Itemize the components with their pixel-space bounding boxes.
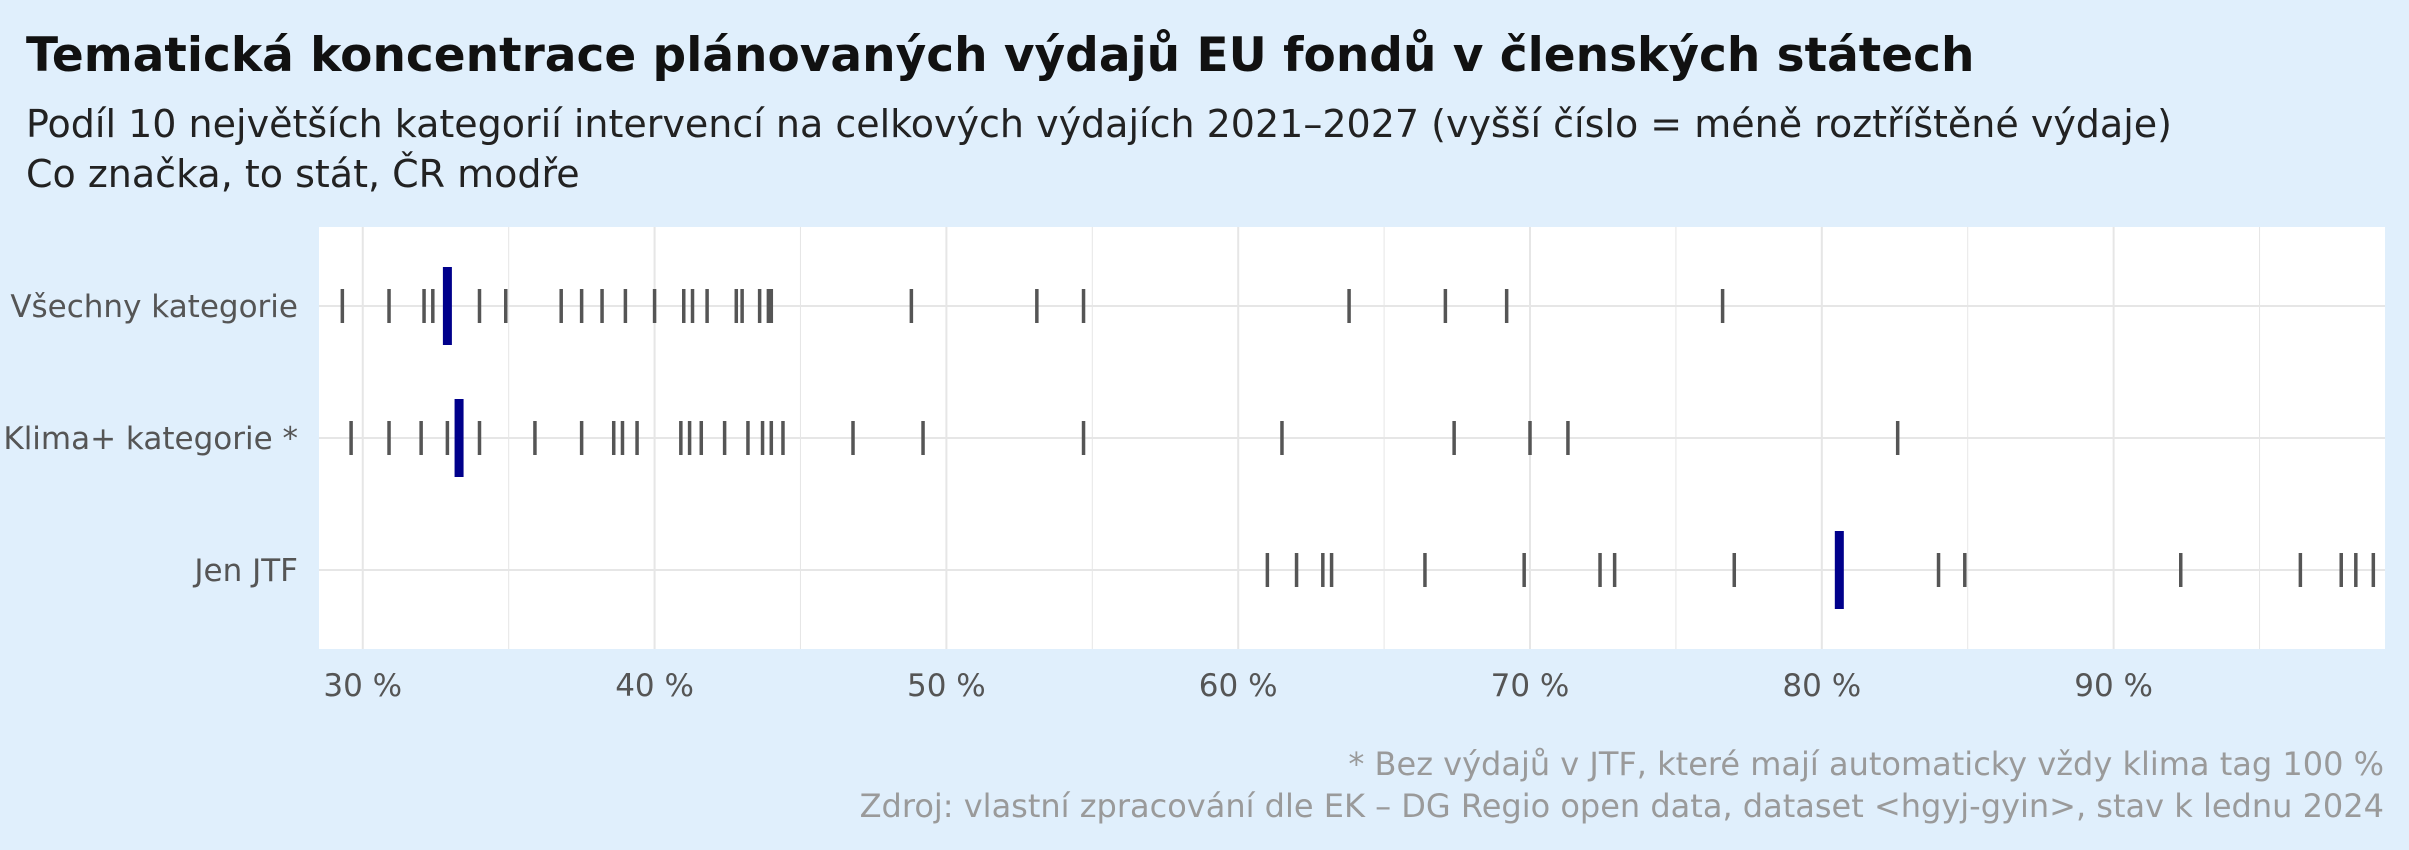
x-axis-labels: 30 % 40 % 50 % 60 % 70 % 80 % 90 % (323, 668, 2153, 704)
x-tick-label: 90 % (2074, 668, 2153, 704)
x-tick-label: 70 % (1491, 668, 1570, 704)
chart-title: Tematická koncentrace plánovaných výdajů… (26, 28, 1975, 83)
x-tick-label: 80 % (1782, 668, 1861, 704)
chart-subtitle: Podíl 10 největších kategorií intervencí… (26, 102, 2172, 146)
x-tick-label: 50 % (907, 668, 986, 704)
y-tick-label: Jen JTF (192, 553, 298, 589)
y-tick-label: Všechny kategorie (10, 289, 298, 325)
footnote: * Bez výdajů v JTF, které mají automatic… (1348, 745, 2384, 783)
y-tick-label: Klima+ kategorie * (3, 421, 298, 457)
grid-lines (319, 227, 2385, 649)
y-axis-labels: Všechny kategorie Klima+ kategorie * Jen J… (3, 289, 298, 589)
chart-subtitle-note: Co značka, to stát, ČR modře (26, 152, 580, 196)
x-tick-label: 30 % (323, 668, 402, 704)
source-note: Zdroj: vlastní zpracování dle EK – DG Re… (859, 787, 2384, 825)
x-tick-label: 40 % (615, 668, 694, 704)
x-tick-label: 60 % (1199, 668, 1278, 704)
data-marks (340, 267, 2376, 609)
